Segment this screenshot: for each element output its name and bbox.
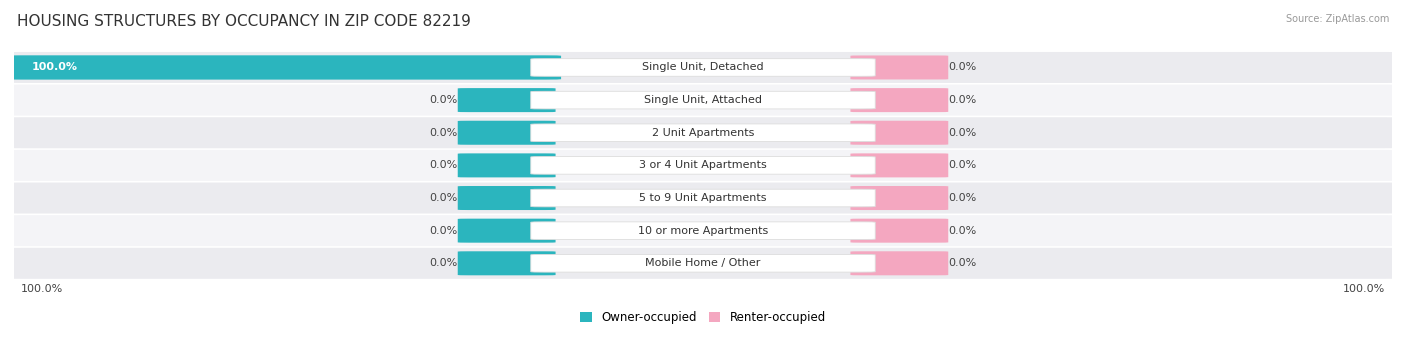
Text: 0.0%: 0.0%	[429, 128, 458, 138]
FancyBboxPatch shape	[0, 85, 1406, 116]
Text: 3 or 4 Unit Apartments: 3 or 4 Unit Apartments	[640, 160, 766, 170]
Text: 0.0%: 0.0%	[948, 226, 977, 236]
Text: 0.0%: 0.0%	[429, 95, 458, 105]
FancyBboxPatch shape	[458, 121, 555, 145]
FancyBboxPatch shape	[0, 150, 1406, 181]
Text: 100.0%: 100.0%	[21, 283, 63, 294]
FancyBboxPatch shape	[851, 88, 948, 112]
Text: 2 Unit Apartments: 2 Unit Apartments	[652, 128, 754, 138]
FancyBboxPatch shape	[531, 189, 875, 207]
Text: 0.0%: 0.0%	[429, 226, 458, 236]
Text: 0.0%: 0.0%	[948, 128, 977, 138]
FancyBboxPatch shape	[458, 88, 555, 112]
FancyBboxPatch shape	[851, 186, 948, 210]
Text: 0.0%: 0.0%	[948, 62, 977, 73]
Text: 0.0%: 0.0%	[948, 258, 977, 268]
Text: 0.0%: 0.0%	[948, 95, 977, 105]
FancyBboxPatch shape	[851, 251, 948, 275]
FancyBboxPatch shape	[458, 251, 555, 275]
FancyBboxPatch shape	[0, 182, 1406, 213]
FancyBboxPatch shape	[0, 215, 1406, 246]
FancyBboxPatch shape	[458, 219, 555, 243]
FancyBboxPatch shape	[531, 222, 875, 239]
Text: 0.0%: 0.0%	[429, 160, 458, 170]
FancyBboxPatch shape	[851, 219, 948, 243]
Text: HOUSING STRUCTURES BY OCCUPANCY IN ZIP CODE 82219: HOUSING STRUCTURES BY OCCUPANCY IN ZIP C…	[17, 14, 471, 29]
FancyBboxPatch shape	[531, 157, 875, 174]
FancyBboxPatch shape	[531, 254, 875, 272]
Text: 5 to 9 Unit Apartments: 5 to 9 Unit Apartments	[640, 193, 766, 203]
Legend: Owner-occupied, Renter-occupied: Owner-occupied, Renter-occupied	[579, 311, 827, 324]
Text: 0.0%: 0.0%	[429, 258, 458, 268]
FancyBboxPatch shape	[851, 56, 948, 79]
Text: 0.0%: 0.0%	[948, 193, 977, 203]
Text: Single Unit, Detached: Single Unit, Detached	[643, 62, 763, 73]
Text: 100.0%: 100.0%	[1343, 283, 1385, 294]
FancyBboxPatch shape	[4, 55, 561, 79]
FancyBboxPatch shape	[851, 153, 948, 177]
Text: 0.0%: 0.0%	[429, 193, 458, 203]
FancyBboxPatch shape	[0, 52, 1406, 83]
FancyBboxPatch shape	[851, 121, 948, 145]
Text: Single Unit, Attached: Single Unit, Attached	[644, 95, 762, 105]
FancyBboxPatch shape	[0, 248, 1406, 279]
FancyBboxPatch shape	[458, 186, 555, 210]
FancyBboxPatch shape	[531, 59, 875, 76]
Text: Mobile Home / Other: Mobile Home / Other	[645, 258, 761, 268]
Text: Source: ZipAtlas.com: Source: ZipAtlas.com	[1285, 14, 1389, 24]
FancyBboxPatch shape	[531, 124, 875, 142]
Text: 10 or more Apartments: 10 or more Apartments	[638, 226, 768, 236]
FancyBboxPatch shape	[531, 91, 875, 109]
Text: 0.0%: 0.0%	[948, 160, 977, 170]
FancyBboxPatch shape	[0, 117, 1406, 148]
FancyBboxPatch shape	[458, 153, 555, 177]
Text: 100.0%: 100.0%	[32, 62, 77, 73]
